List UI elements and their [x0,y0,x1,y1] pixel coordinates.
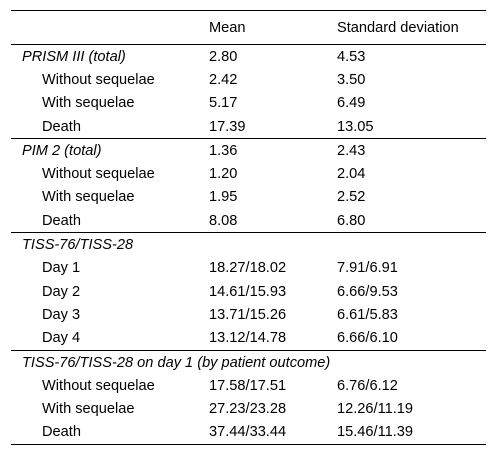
section-title: PIM 2 (total) [11,138,198,163]
table-row: Death 37.44/33.44 15.46/11.39 [11,420,486,446]
sd-cell: 6.66/9.53 [337,283,398,300]
sd-cell: 13.05 [337,118,374,135]
table-row: Without sequelae 2.42 3.50 [11,68,486,91]
row-label: Without sequelae [42,166,155,183]
row-label: Without sequelae [42,377,155,394]
section-title: TISS-76/TISS-28 [11,232,198,257]
row-label: Death [11,420,198,446]
sd-cell: 6.80 [337,212,366,229]
mean-cell [198,232,327,257]
mean-cell: 17.58/17.51 [209,377,287,394]
row-label: Day 2 [42,283,81,300]
sd-cell [327,232,486,257]
table-row: Without sequelae 17.58/17.51 6.76/6.12 [11,374,486,397]
sd-cell: 12.26/11.19 [337,401,414,418]
row-label: Day 1 [42,260,81,277]
table-row: Without sequelae 1.20 2.04 [11,162,486,185]
section-title: PRISM III (total) [22,48,126,65]
row-label: Death [42,212,81,229]
mean-cell: 14.61/15.93 [209,283,287,300]
row-label: Without sequelae [42,71,155,88]
mean-cell: 27.23/23.28 [209,401,287,418]
header-cell-mean: Mean [198,10,327,45]
sd-cell [327,349,486,375]
table-row: Day 2 14.61/15.93 6.66/9.53 [11,280,486,303]
sd-cell: 2.43 [327,138,486,163]
mean-cell: 13.71/15.26 [209,306,287,323]
table-row: Day 4 13.12/14.78 6.66/6.10 [11,327,486,351]
sd-cell: 7.91/6.91 [337,260,398,277]
table-row: With sequelae 5.17 6.49 [11,92,486,115]
mean-cell: 2.42 [209,71,238,88]
row-label: Death [42,118,81,135]
section-row-tiss-outcome: TISS-76/TISS-28 on day 1 (by patient out… [11,349,486,375]
row-label: Day 4 [42,330,81,347]
section-row-prism: PRISM III (total) 2.80 4.53 [11,45,486,69]
sd-cell: 6.61/5.83 [337,306,398,323]
header-row: Mean Standard deviation [11,10,486,45]
mean-cell: 2.80 [209,48,238,65]
row-label: With sequelae [42,189,135,206]
mean-cell: 8.08 [209,212,238,229]
mean-cell: 17.39 [209,118,246,135]
sd-cell: 2.04 [337,166,366,183]
statistics-table: Mean Standard deviation PRISM III (total… [11,10,486,446]
sd-cell: 15.46/11.39 [327,420,486,446]
sd-cell: 3.50 [337,71,366,88]
mean-cell [198,349,327,375]
mean-cell: 37.44/33.44 [198,420,327,446]
row-label: Day 3 [42,306,81,323]
section-row-tiss: TISS-76/TISS-28 [11,232,486,257]
sd-cell: 6.49 [337,95,366,112]
row-label: With sequelae [42,401,135,418]
table-row: With sequelae 1.95 2.52 [11,186,486,209]
section-row-pim: PIM 2 (total) 1.36 2.43 [11,138,486,163]
table-row: Day 3 13.71/15.26 6.61/5.83 [11,303,486,326]
sd-cell: 4.53 [337,48,366,65]
mean-cell: 13.12/14.78 [209,330,287,347]
header-cell-label [11,10,198,45]
row-label: With sequelae [42,95,135,112]
table-row: Death 17.39 13.05 [11,115,486,139]
header-cell-sd: Standard deviation [327,10,486,45]
table-row: Day 1 18.27/18.02 7.91/6.91 [11,257,486,280]
sd-cell: 6.66/6.10 [337,330,398,347]
mean-cell: 18.27/18.02 [209,260,287,277]
table-row: Death 8.08 6.80 [11,209,486,233]
mean-cell: 1.95 [209,189,238,206]
table-row: With sequelae 27.23/23.28 12.26/11.19 [11,397,486,420]
sd-cell: 6.76/6.12 [337,377,398,394]
mean-cell: 1.36 [198,138,327,163]
mean-cell: 1.20 [209,166,238,183]
sd-cell: 2.52 [337,189,366,206]
mean-cell: 5.17 [209,95,238,112]
section-title: TISS-76/TISS-28 on day 1 (by patient out… [11,349,330,375]
